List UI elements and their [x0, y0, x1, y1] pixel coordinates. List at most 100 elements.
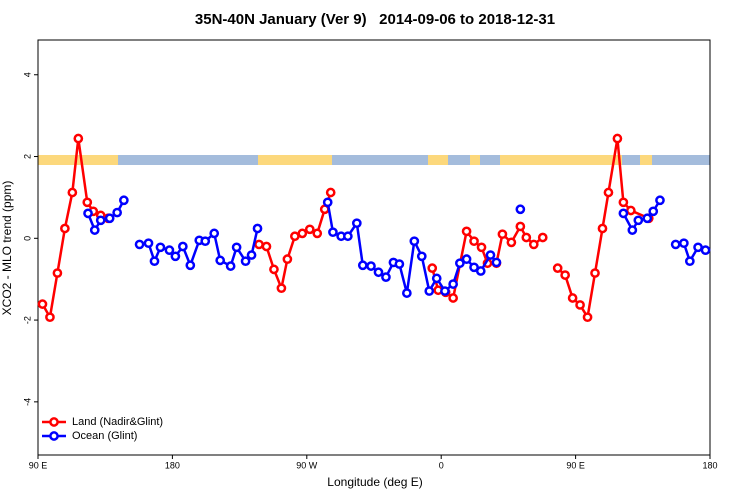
- data-point: [104, 213, 115, 224]
- legend-marker: [49, 417, 59, 427]
- data-point: [328, 227, 338, 238]
- data-point: [590, 268, 600, 278]
- x-tick-label: 90 W: [296, 460, 318, 470]
- x-tick-label: 90 E: [29, 460, 48, 470]
- data-point: [506, 237, 517, 248]
- data-point: [684, 256, 695, 267]
- y-axis-label: XCO2 - MLO trend (ppm): [0, 181, 14, 316]
- data-point: [431, 273, 442, 284]
- data-point: [416, 251, 427, 262]
- data-point: [497, 229, 508, 240]
- data-point: [679, 238, 689, 249]
- data-point: [469, 236, 479, 247]
- data-point: [552, 263, 563, 273]
- data-point: [700, 245, 711, 256]
- data-point: [343, 231, 353, 242]
- data-point: [215, 255, 226, 266]
- data-point: [112, 207, 122, 218]
- data-point: [515, 204, 526, 215]
- data-point: [282, 254, 293, 265]
- data-point: [394, 259, 405, 269]
- legend-label: Ocean (Glint): [72, 430, 137, 442]
- data-point: [225, 261, 236, 271]
- y-tick-label: -4: [22, 398, 32, 406]
- data-point: [95, 215, 106, 226]
- data-point: [461, 254, 472, 265]
- data-point: [322, 197, 333, 208]
- data-point: [476, 242, 487, 253]
- data-point: [633, 215, 644, 226]
- data-point: [45, 312, 55, 323]
- data-point: [603, 187, 614, 198]
- data-point: [357, 260, 368, 271]
- data-point: [185, 260, 196, 271]
- y-tick-label: 4: [22, 72, 32, 77]
- data-point: [149, 256, 160, 267]
- chart-title: 35N-40N January (Ver 9) 2014-09-06 to 20…: [195, 11, 555, 28]
- data-point: [304, 224, 315, 235]
- data-point: [567, 293, 578, 303]
- x-axis-label: Longitude (deg E): [327, 475, 422, 489]
- data-point: [246, 250, 257, 260]
- data-point: [297, 228, 308, 239]
- data-point: [626, 205, 636, 216]
- data-point: [560, 270, 570, 280]
- data-point: [528, 239, 539, 250]
- series-line: [41, 138, 650, 321]
- data-point: [597, 223, 608, 234]
- x-tick-label: 180: [165, 460, 180, 470]
- data-point: [440, 286, 450, 296]
- data-point: [252, 223, 263, 234]
- data-point: [575, 300, 585, 310]
- data-point: [37, 299, 48, 309]
- data-point: [693, 242, 703, 253]
- data-point: [170, 251, 181, 262]
- data-point: [655, 195, 665, 206]
- data-point: [381, 272, 391, 282]
- data-point: [670, 239, 681, 250]
- data-point: [82, 197, 93, 208]
- data-point: [52, 268, 63, 278]
- data-point: [618, 208, 629, 219]
- data-point: [491, 257, 502, 268]
- data-point: [155, 242, 166, 253]
- data-point: [164, 245, 175, 256]
- data-point: [269, 264, 279, 275]
- data-point: [60, 223, 70, 234]
- data-point: [200, 236, 211, 247]
- legend-label: Land (Nadir&Glint): [72, 416, 163, 428]
- data-point: [209, 228, 220, 239]
- data-point: [89, 225, 100, 235]
- data-point: [290, 231, 300, 242]
- x-tick-label: 90 E: [566, 460, 585, 470]
- data-point: [448, 279, 458, 289]
- data-point: [240, 256, 251, 267]
- data-point: [73, 133, 84, 144]
- data-point: [618, 197, 629, 208]
- data-point: [231, 242, 242, 253]
- data-point: [119, 195, 129, 206]
- data-point: [648, 206, 659, 217]
- data-point: [627, 225, 638, 235]
- x-tick-label: 0: [439, 460, 444, 470]
- data-point: [475, 266, 486, 276]
- data-point: [178, 241, 188, 252]
- data-point: [515, 221, 526, 232]
- legend-marker: [49, 431, 59, 441]
- data-point: [448, 293, 458, 303]
- data-point: [402, 288, 412, 298]
- y-tick-label: -2: [22, 316, 32, 324]
- data-point: [312, 228, 323, 239]
- data-point: [409, 236, 420, 247]
- data-point: [261, 241, 272, 252]
- plot-frame: [37, 39, 711, 456]
- data-point: [537, 232, 548, 243]
- data-point: [582, 312, 593, 323]
- y-tick-label: 0: [22, 236, 32, 241]
- x-tick-label: 180: [702, 460, 717, 470]
- data-point: [254, 239, 264, 250]
- data-point: [351, 218, 362, 229]
- y-tick-label: 2: [22, 154, 32, 159]
- data-point: [276, 283, 287, 294]
